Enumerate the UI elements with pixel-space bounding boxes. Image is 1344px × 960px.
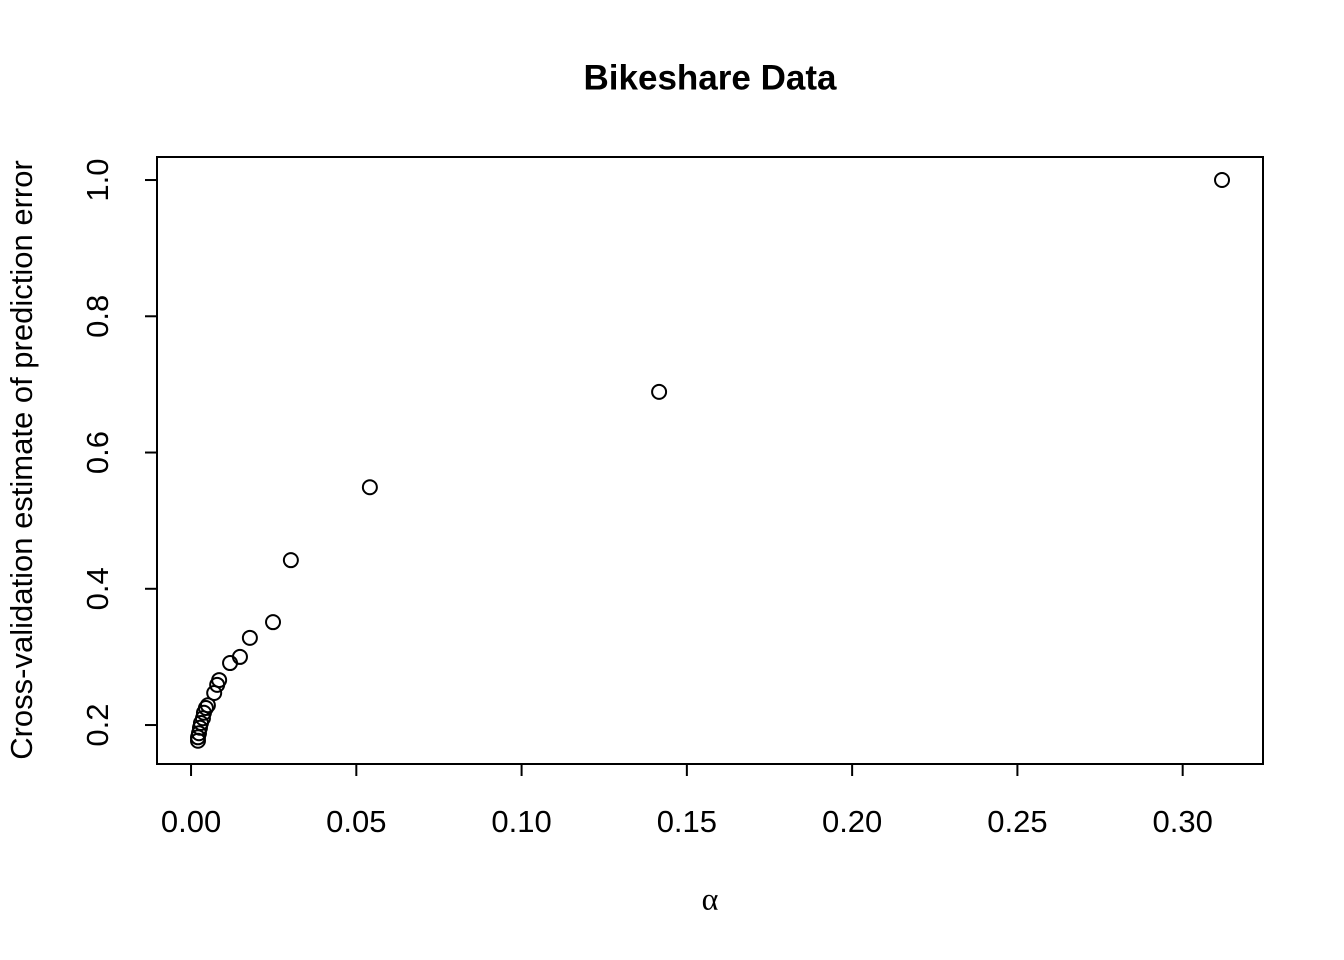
point — [189, 732, 206, 749]
x-tick-label: 0.20 — [822, 804, 882, 839]
point — [282, 552, 299, 569]
point — [651, 383, 668, 400]
y-tick-label: 0.6 — [80, 431, 115, 474]
point — [1214, 172, 1231, 189]
point — [206, 685, 223, 702]
point — [195, 704, 212, 721]
x-tick-label: 0.00 — [161, 804, 221, 839]
point — [241, 629, 258, 646]
point — [209, 676, 226, 693]
point — [265, 614, 282, 631]
y-tick-label: 0.2 — [80, 703, 115, 746]
point — [361, 479, 378, 496]
x-axis-label: α — [702, 880, 719, 916]
y-tick-label: 0.4 — [80, 567, 115, 610]
x-tick-label: 0.30 — [1153, 804, 1213, 839]
plot-frame — [156, 156, 1264, 765]
point — [222, 655, 239, 672]
y-tick-label: 0.8 — [80, 295, 115, 338]
x-tick-label: 0.10 — [491, 804, 551, 839]
y-axis-label: Cross-validation estimate of prediction … — [4, 160, 39, 760]
x-tick-label: 0.25 — [987, 804, 1047, 839]
chart-title: Bikeshare Data — [584, 58, 837, 97]
x-tick-label: 0.15 — [657, 804, 717, 839]
x-tick-label: 0.05 — [326, 804, 386, 839]
y-tick-label: 1.0 — [80, 158, 115, 201]
